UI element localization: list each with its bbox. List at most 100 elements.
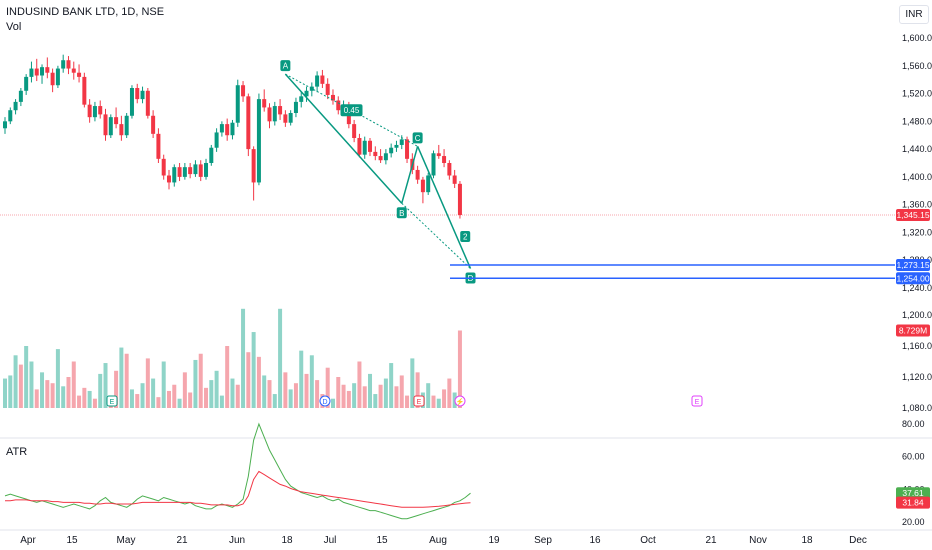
candle [82, 72, 87, 108]
volume-bar [262, 375, 267, 408]
candle [214, 128, 219, 152]
candle [151, 110, 156, 138]
volume-bar [161, 361, 166, 408]
volume-bar [357, 361, 362, 408]
candle-body [452, 175, 457, 184]
candle [209, 144, 214, 166]
candle [267, 103, 272, 129]
candle [135, 83, 140, 104]
candle-body [320, 75, 325, 84]
pattern-point-badge[interactable] [396, 207, 407, 219]
event-marker[interactable] [454, 395, 466, 407]
volume-indicator-label[interactable]: Vol [6, 21, 22, 33]
atr-line [4, 422, 471, 520]
candle-body [50, 72, 55, 86]
candle-body [405, 139, 410, 159]
candle [389, 143, 394, 158]
candle [431, 150, 436, 179]
volume-bar [288, 389, 293, 408]
candle [325, 78, 330, 100]
volume-bar [426, 383, 431, 408]
candle-body [177, 167, 182, 177]
price-axis-tick-label: 1,520.00 [902, 89, 932, 99]
volume-bar [182, 372, 187, 408]
candle [50, 68, 55, 93]
volume-bar [198, 353, 203, 408]
candle-body [368, 140, 373, 152]
volume-bar [188, 392, 193, 408]
candle [420, 176, 425, 204]
volume-bar [77, 395, 82, 408]
price-axis-tick-label: 1,320.00 [902, 227, 932, 237]
price-axis-tick-label: 1,400.00 [902, 172, 932, 182]
candle [457, 181, 462, 219]
candle-body [92, 106, 97, 118]
volume-bar [140, 383, 145, 408]
candle [426, 172, 431, 195]
pattern-point-badge[interactable] [280, 60, 291, 72]
time-axis-tick-label: May [117, 535, 136, 546]
candle-body [135, 88, 140, 100]
volume-bar [283, 372, 288, 408]
volume-bar [98, 373, 103, 408]
candle [383, 149, 388, 165]
time-axis-tick-label: Dec [849, 535, 867, 546]
candle-body [156, 133, 161, 159]
pattern-point-label: A [283, 62, 289, 71]
candle [315, 71, 320, 93]
candle-body [399, 139, 404, 145]
candle-body [288, 113, 293, 123]
volume-bar [378, 384, 383, 408]
level-price-label: 1,254.00 [896, 273, 929, 283]
volume-bar [399, 375, 404, 408]
candle-body [188, 167, 193, 175]
volume-bar [330, 398, 335, 408]
candle-body [114, 117, 119, 125]
candle [336, 96, 341, 115]
atr-indicator-label[interactable]: ATR [6, 446, 28, 458]
volume-bar [219, 395, 224, 408]
candle [447, 160, 452, 180]
candle [24, 74, 29, 95]
event-marker[interactable] [691, 395, 703, 407]
volume-bar [278, 308, 283, 408]
candle-body [161, 158, 166, 176]
candle [288, 110, 293, 126]
volume-bar [457, 330, 462, 408]
candle-body [426, 175, 431, 193]
candle [219, 121, 224, 137]
volume-bar [436, 398, 441, 408]
volume-bar [405, 395, 410, 408]
candle [293, 97, 298, 118]
volume-axis-tick-label: 1,160.00 [902, 341, 932, 351]
candle-body [225, 124, 230, 136]
volume-bar [214, 370, 219, 408]
candle-body [299, 96, 304, 102]
time-axis-tick-label: 21 [705, 535, 717, 546]
candle-body [415, 169, 420, 180]
volume-bar [92, 398, 97, 408]
candle-body [267, 107, 272, 122]
currency-button[interactable]: INR [899, 5, 929, 24]
candle-body [45, 67, 50, 73]
event-marker[interactable] [319, 395, 331, 407]
pattern-point-badge[interactable] [412, 132, 423, 144]
event-marker[interactable] [413, 395, 425, 407]
candle [193, 160, 198, 177]
candle [129, 85, 134, 119]
candle [262, 89, 267, 112]
candle-body [336, 100, 341, 111]
candle [230, 119, 235, 140]
volume-bar [389, 363, 394, 408]
candle [368, 138, 373, 157]
candle-body [172, 167, 177, 183]
price-axis-tick-label: 1,440.00 [902, 144, 932, 154]
candle [188, 163, 193, 179]
candle-body [71, 68, 76, 73]
volume-bar [45, 380, 50, 408]
candle-body [235, 85, 240, 123]
level-price-label: 1,273.15 [896, 260, 929, 270]
candle-body [352, 124, 357, 138]
event-marker[interactable] [106, 395, 118, 407]
